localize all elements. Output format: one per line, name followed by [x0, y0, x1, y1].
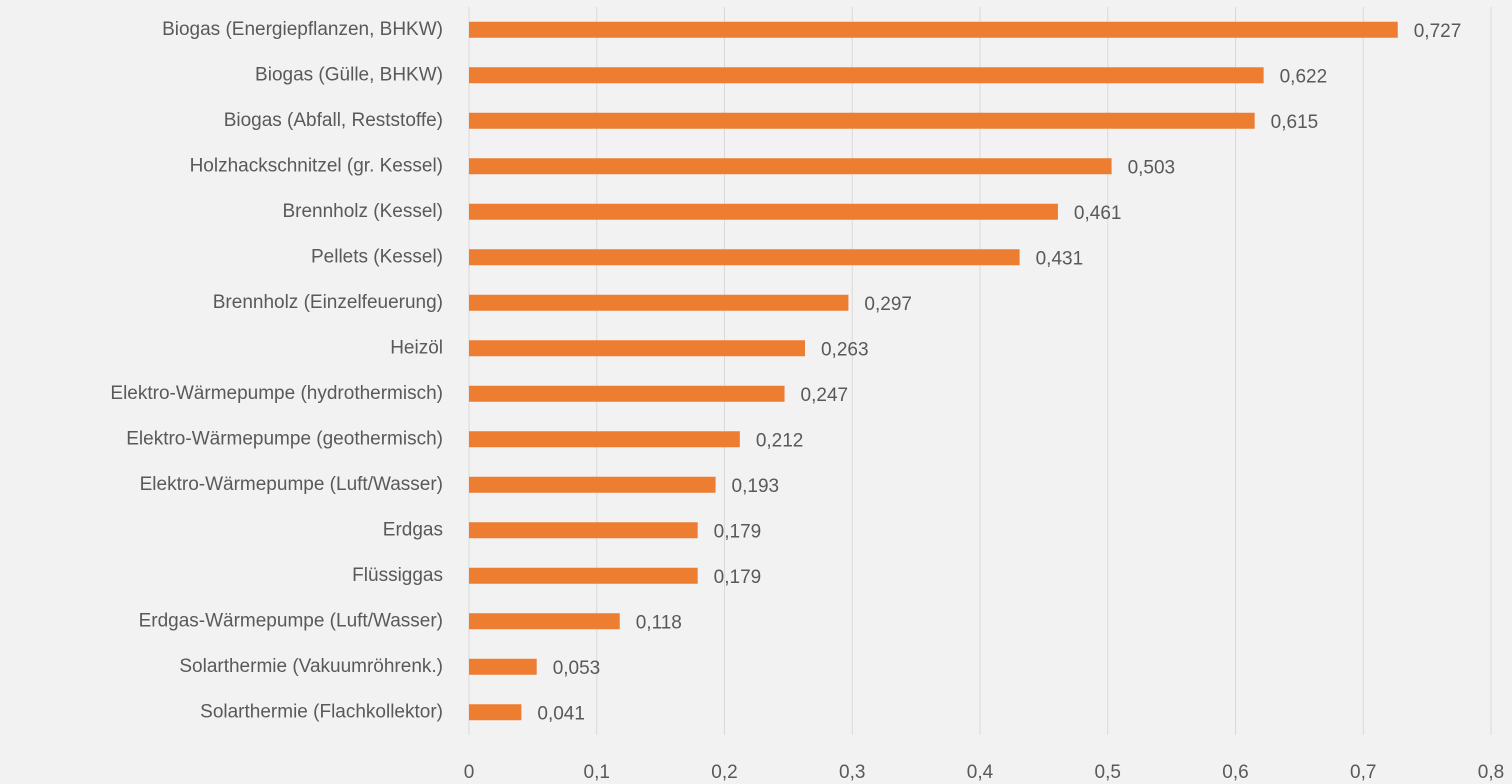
- value-label: 0,179: [714, 521, 762, 542]
- category-label: Elektro-Wärmepumpe (Luft/Wasser): [140, 474, 443, 495]
- x-tick-label: 0: [464, 762, 475, 783]
- x-tick-label: 0,8: [1478, 762, 1504, 783]
- bar: [469, 613, 620, 630]
- value-label: 0,622: [1280, 66, 1328, 87]
- category-label: Holzhackschnitzel (gr. Kessel): [190, 155, 443, 176]
- value-label: 0,053: [553, 658, 601, 679]
- bar: [469, 522, 698, 539]
- bar: [469, 112, 1255, 129]
- x-tick-label: 0,4: [967, 762, 994, 783]
- value-label: 0,461: [1074, 203, 1122, 224]
- category-label: Erdgas: [383, 519, 443, 540]
- category-label: Biogas (Energiepflanzen, BHKW): [162, 19, 443, 40]
- bar: [469, 567, 698, 584]
- bar: [469, 294, 849, 311]
- category-label: Solarthermie (Flachkollektor): [200, 701, 443, 722]
- value-label: 0,041: [537, 703, 585, 724]
- value-label: 0,118: [636, 612, 682, 633]
- x-tick-label: 0,1: [584, 762, 610, 783]
- bar: [469, 704, 522, 721]
- value-label: 0,503: [1128, 157, 1176, 178]
- value-label: 0,297: [864, 294, 912, 315]
- category-label: Biogas (Gülle, BHKW): [255, 64, 443, 85]
- category-label: Heizöl: [390, 337, 443, 358]
- x-tick-label: 0,6: [1222, 762, 1248, 783]
- value-label: 0,615: [1271, 112, 1319, 133]
- value-label: 0,727: [1414, 21, 1462, 42]
- category-label: Brennholz (Einzelfeuerung): [213, 292, 443, 313]
- value-label: 0,431: [1036, 248, 1084, 269]
- bar: [469, 158, 1112, 175]
- bar: [469, 21, 1398, 38]
- value-label: 0,263: [821, 339, 869, 360]
- bar: [469, 431, 740, 448]
- category-label: Elektro-Wärmepumpe (geothermisch): [126, 428, 443, 449]
- bar: [469, 203, 1058, 220]
- x-tick-label: 0,7: [1350, 762, 1376, 783]
- category-label: Biogas (Abfall, Reststoffe): [224, 110, 443, 131]
- bar: [469, 385, 785, 402]
- category-label: Solarthermie (Vakuumröhrenk.): [179, 656, 443, 677]
- bar: [469, 658, 537, 675]
- x-tick-label: 0,3: [839, 762, 865, 783]
- bar: [469, 340, 805, 357]
- category-label: Flüssiggas: [352, 565, 443, 586]
- bar: [469, 67, 1264, 84]
- x-tick-label: 0,2: [711, 762, 737, 783]
- category-label: Elektro-Wärmepumpe (hydrothermisch): [110, 383, 443, 404]
- value-label: 0,212: [756, 430, 804, 451]
- category-label: Erdgas-Wärmepumpe (Luft/Wasser): [139, 610, 443, 631]
- value-label: 0,193: [732, 476, 780, 497]
- bar: [469, 249, 1020, 266]
- bar: [469, 476, 716, 493]
- category-label: Brennholz (Kessel): [282, 201, 443, 222]
- value-label: 0,179: [714, 567, 762, 588]
- category-label: Pellets (Kessel): [311, 246, 443, 267]
- value-label: 0,247: [801, 385, 849, 406]
- x-tick-label: 0,5: [1095, 762, 1121, 783]
